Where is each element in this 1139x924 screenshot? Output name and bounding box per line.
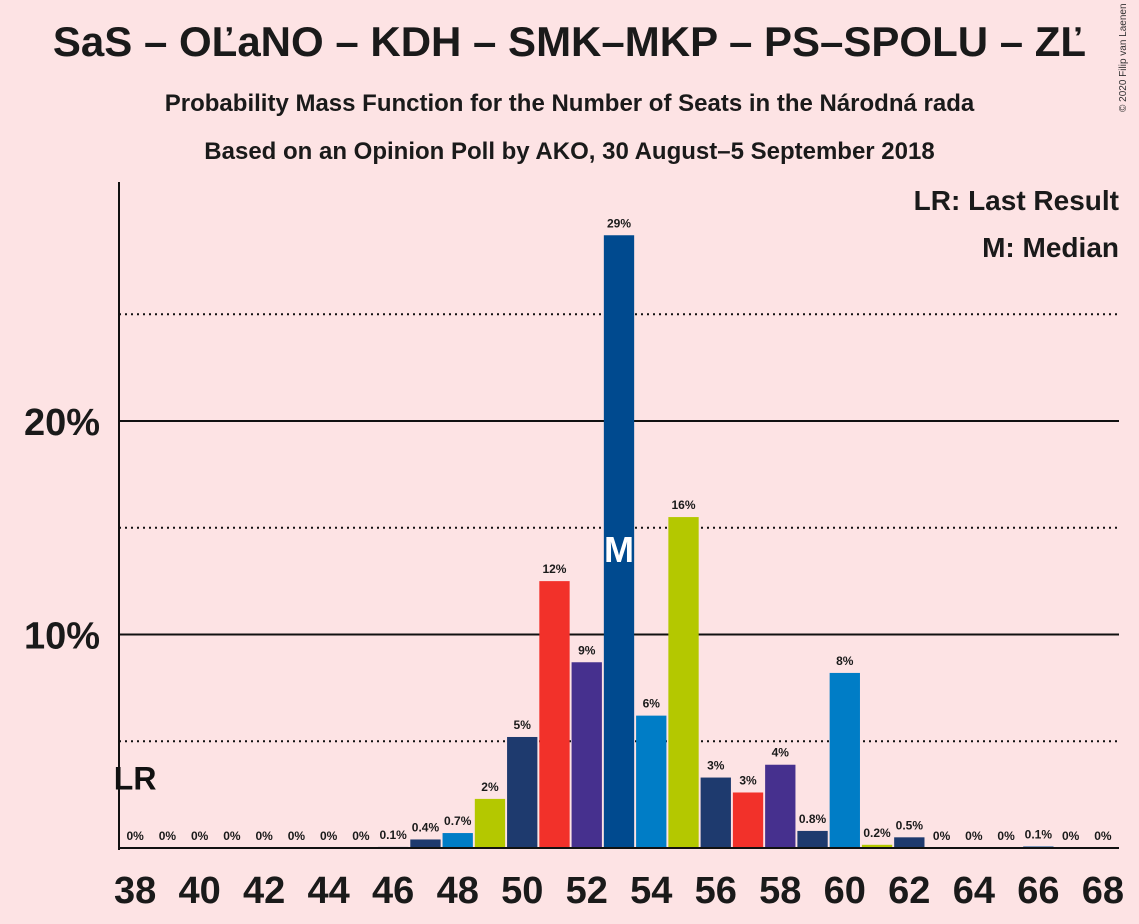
- x-tick-label: 38: [114, 870, 156, 912]
- bar: [894, 837, 925, 848]
- bar-value-label: 12%: [542, 562, 566, 576]
- bar-value-label: 8%: [836, 654, 854, 668]
- bar-value-label: 0%: [255, 829, 273, 843]
- x-tick-label: 40: [179, 870, 221, 912]
- x-tick-label: 46: [372, 870, 414, 912]
- y-tick-label: 10%: [24, 616, 100, 658]
- legend-median: M: Median: [982, 232, 1119, 263]
- chart-title: SaS – OĽaNO – KDH – SMK–MKP – PS–SPOLU –…: [52, 18, 1087, 65]
- bar-value-label: 0.5%: [896, 818, 924, 832]
- bar-value-label: 3%: [739, 773, 757, 787]
- bar-value-label: 0%: [1094, 829, 1112, 843]
- bar: [636, 715, 667, 848]
- x-tick-label: 54: [630, 870, 672, 912]
- bar: [797, 830, 828, 848]
- x-tick-label: 42: [243, 870, 285, 912]
- x-tick-label: 62: [888, 870, 930, 912]
- y-tick-label: 20%: [24, 402, 100, 444]
- x-tick-label: 64: [953, 870, 995, 912]
- last-result-marker: LR: [114, 761, 157, 797]
- x-tick-label: 48: [437, 870, 479, 912]
- bar-value-label: 0.1%: [1025, 828, 1053, 842]
- bar-value-label: 0%: [159, 829, 177, 843]
- bar-value-label: 6%: [643, 697, 661, 711]
- x-tick-label: 50: [501, 870, 543, 912]
- legend-last-result: LR: Last Result: [913, 185, 1119, 216]
- bar-value-label: 3%: [707, 759, 725, 773]
- x-tick-label: 68: [1082, 870, 1124, 912]
- bar-value-label: 16%: [672, 498, 696, 512]
- bar-value-label: 0.2%: [863, 826, 891, 840]
- x-tick-label: 44: [308, 870, 350, 912]
- bar-value-label: 9%: [578, 643, 596, 657]
- chart-subtitle-2: Based on an Opinion Poll by AKO, 30 Augu…: [204, 138, 935, 165]
- bar-value-label: 0%: [933, 829, 951, 843]
- bar: [603, 235, 635, 848]
- x-tick-label: 52: [566, 870, 608, 912]
- bar-value-label: 5%: [514, 718, 532, 732]
- bar-value-label: 0%: [965, 829, 983, 843]
- bar-value-label: 0%: [126, 829, 144, 843]
- bar-value-label: 4%: [772, 746, 790, 760]
- bar-value-label: 0%: [191, 829, 209, 843]
- bar: [829, 672, 860, 848]
- bar: [765, 764, 796, 848]
- bar: [410, 839, 441, 848]
- bar-value-label: 0%: [997, 829, 1015, 843]
- bar-value-label: 0.7%: [444, 814, 472, 828]
- bar-value-label: 0.1%: [380, 828, 408, 842]
- bar: [474, 798, 506, 848]
- bar: [732, 792, 764, 848]
- bar: [539, 581, 570, 848]
- bar: [507, 736, 538, 848]
- median-marker: M: [604, 529, 634, 570]
- bar: [700, 777, 731, 848]
- x-tick-label: 66: [1017, 870, 1059, 912]
- x-tick-label: 60: [824, 870, 866, 912]
- bar-value-label: 0%: [223, 829, 241, 843]
- bar-value-label: 0.4%: [412, 820, 440, 834]
- bar-value-label: 0.8%: [799, 812, 827, 826]
- bar: [668, 517, 699, 848]
- bar-value-label: 0%: [1062, 829, 1080, 843]
- bar-value-label: 2%: [481, 780, 499, 794]
- chart-subtitle-1: Probability Mass Function for the Number…: [164, 90, 975, 117]
- x-tick-label: 56: [695, 870, 737, 912]
- bar: [861, 844, 893, 848]
- bar: [571, 662, 602, 848]
- bar-value-label: 0%: [352, 829, 370, 843]
- x-tick-label: 58: [759, 870, 801, 912]
- bar-value-label: 0%: [288, 829, 306, 843]
- bar-value-label: 0%: [320, 829, 338, 843]
- bar-value-label: 29%: [607, 216, 631, 230]
- bar: [442, 833, 473, 848]
